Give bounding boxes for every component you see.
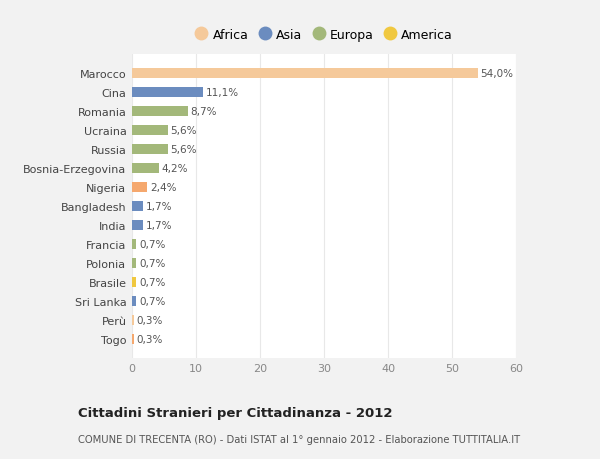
Bar xyxy=(132,126,168,136)
Bar xyxy=(132,334,134,344)
Text: 0,7%: 0,7% xyxy=(139,296,166,306)
Text: COMUNE DI TRECENTA (RO) - Dati ISTAT al 1° gennaio 2012 - Elaborazione TUTTITALI: COMUNE DI TRECENTA (RO) - Dati ISTAT al … xyxy=(78,434,520,444)
Bar xyxy=(132,145,168,155)
Text: 54,0%: 54,0% xyxy=(480,69,513,79)
Text: 8,7%: 8,7% xyxy=(190,107,217,117)
Text: 0,7%: 0,7% xyxy=(139,258,166,269)
Text: 1,7%: 1,7% xyxy=(145,220,172,230)
Text: 5,6%: 5,6% xyxy=(170,145,197,155)
Legend: Africa, Asia, Europa, America: Africa, Asia, Europa, America xyxy=(191,25,457,45)
Bar xyxy=(132,239,136,250)
Bar xyxy=(132,69,478,79)
Text: 0,7%: 0,7% xyxy=(139,240,166,249)
Bar xyxy=(132,182,148,193)
Text: 11,1%: 11,1% xyxy=(206,88,239,98)
Text: 4,2%: 4,2% xyxy=(161,164,188,174)
Bar xyxy=(132,106,188,117)
Bar xyxy=(132,202,143,212)
Text: 1,7%: 1,7% xyxy=(145,202,172,212)
Bar xyxy=(132,220,143,231)
Bar xyxy=(132,296,136,307)
Text: 2,4%: 2,4% xyxy=(150,183,176,193)
Text: 5,6%: 5,6% xyxy=(170,126,197,136)
Bar xyxy=(132,258,136,269)
Bar xyxy=(132,277,136,287)
Text: 0,3%: 0,3% xyxy=(136,315,163,325)
Text: Cittadini Stranieri per Cittadinanza - 2012: Cittadini Stranieri per Cittadinanza - 2… xyxy=(78,406,392,419)
Bar xyxy=(132,88,203,98)
Text: 0,7%: 0,7% xyxy=(139,277,166,287)
Bar xyxy=(132,163,159,174)
Bar xyxy=(132,315,134,325)
Text: 0,3%: 0,3% xyxy=(136,334,163,344)
